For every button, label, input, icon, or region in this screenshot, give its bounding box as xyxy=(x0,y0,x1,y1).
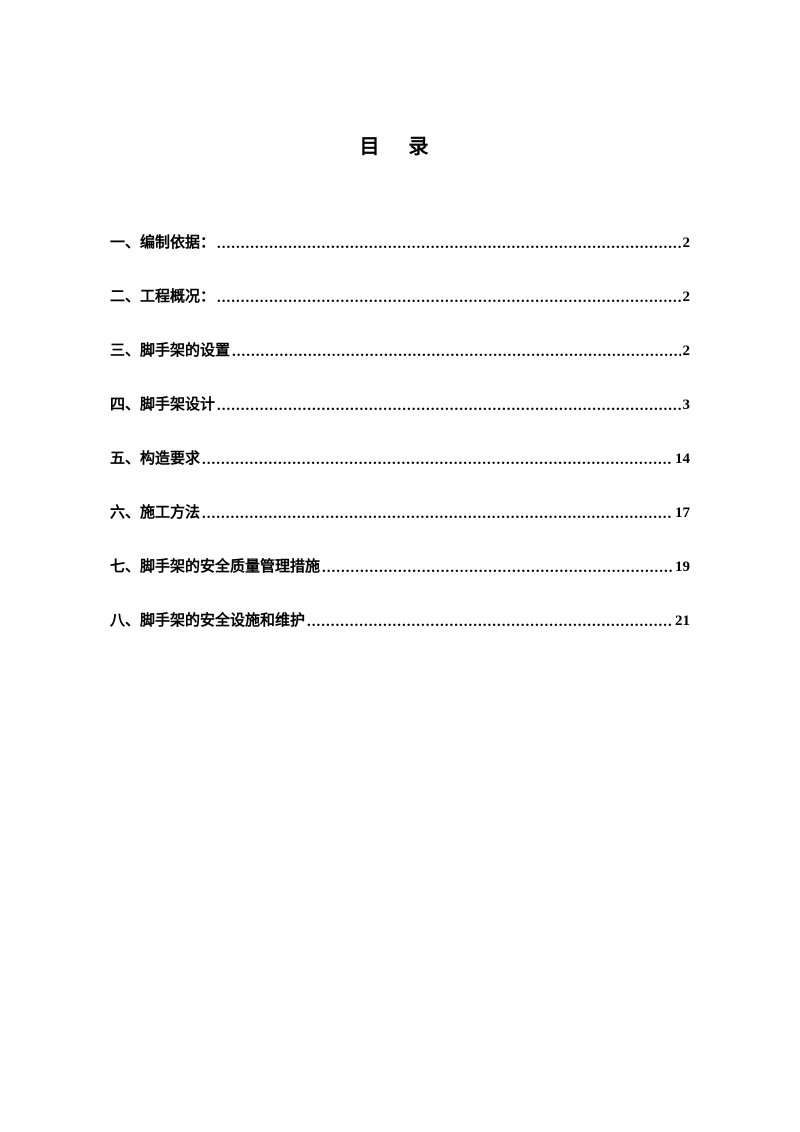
toc-label: 一、编制依据： xyxy=(110,231,215,252)
toc-entry: 二、工程概况： 2 xyxy=(110,285,690,306)
toc-label: 二、工程概况： xyxy=(110,285,215,306)
toc-dots xyxy=(217,236,680,253)
toc-entry: 一、编制依据： 2 xyxy=(110,231,690,252)
toc-dots xyxy=(322,560,673,577)
toc-page-number: 2 xyxy=(683,235,691,252)
toc-label: 七、脚手架的安全质量管理措施 xyxy=(110,555,320,576)
toc-page-number: 19 xyxy=(675,559,690,576)
toc-label: 五、构造要求 xyxy=(110,447,200,468)
toc-label: 四、脚手架设计 xyxy=(110,393,215,414)
toc-label: 三、脚手架的设置 xyxy=(110,339,230,360)
toc-page-number: 2 xyxy=(683,343,691,360)
toc-entry: 三、脚手架的设置 2 xyxy=(110,339,690,360)
toc-page-number: 3 xyxy=(683,397,691,414)
toc-dots xyxy=(232,344,680,361)
toc-dots xyxy=(202,452,673,469)
toc-list: 一、编制依据： 2 二、工程概况： 2 三、脚手架的设置 2 四、脚手架设计 3… xyxy=(110,231,690,630)
toc-dots xyxy=(202,506,673,523)
toc-page-number: 17 xyxy=(675,505,690,522)
toc-label: 六、施工方法 xyxy=(110,501,200,522)
toc-entry: 七、脚手架的安全质量管理措施 19 xyxy=(110,555,690,576)
toc-dots xyxy=(307,614,673,631)
toc-label: 八、脚手架的安全设施和维护 xyxy=(110,609,305,630)
toc-entry: 四、脚手架设计 3 xyxy=(110,393,690,414)
toc-page-number: 14 xyxy=(675,451,690,468)
toc-page-number: 2 xyxy=(683,289,691,306)
toc-entry: 八、脚手架的安全设施和维护 21 xyxy=(110,609,690,630)
toc-entry: 五、构造要求 14 xyxy=(110,447,690,468)
page-title: 目 录 xyxy=(110,130,690,159)
toc-entry: 六、施工方法 17 xyxy=(110,501,690,522)
toc-dots xyxy=(217,398,680,415)
toc-page-number: 21 xyxy=(675,613,690,630)
toc-dots xyxy=(217,290,680,307)
